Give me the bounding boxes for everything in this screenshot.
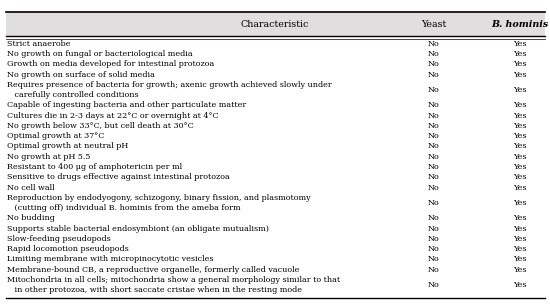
- Text: No: No: [428, 214, 440, 222]
- Text: Yes: Yes: [514, 122, 527, 130]
- Text: Yes: Yes: [514, 50, 527, 58]
- Text: Yes: Yes: [514, 112, 527, 120]
- Text: No: No: [428, 40, 440, 48]
- Text: Yes: Yes: [514, 60, 527, 68]
- Text: No: No: [428, 199, 440, 207]
- Text: No: No: [428, 143, 440, 150]
- Text: No cell wall: No cell wall: [7, 184, 54, 192]
- Text: Membrane-bound CB, a reproductive organelle, formerly called vacuole: Membrane-bound CB, a reproductive organe…: [7, 266, 299, 274]
- Text: No: No: [428, 245, 440, 253]
- Text: No: No: [428, 132, 440, 140]
- Text: Yes: Yes: [514, 199, 527, 207]
- Text: No: No: [428, 71, 440, 79]
- Text: No: No: [428, 255, 440, 263]
- Text: in other protozoa, with short saccate cristae when in the resting mode: in other protozoa, with short saccate cr…: [7, 286, 301, 294]
- Text: Yes: Yes: [514, 40, 527, 48]
- Text: No: No: [428, 86, 440, 94]
- Text: Yes: Yes: [514, 281, 527, 289]
- Text: Yes: Yes: [514, 225, 527, 233]
- Text: Limiting membrane with micropinocytotic vesicles: Limiting membrane with micropinocytotic …: [7, 255, 213, 263]
- Text: Capable of ingesting bacteria and other particulate matter: Capable of ingesting bacteria and other …: [7, 102, 246, 109]
- Text: Yes: Yes: [514, 86, 527, 94]
- Text: No growth below 33°C, but cell death at 30°C: No growth below 33°C, but cell death at …: [7, 122, 194, 130]
- Text: No growth at pH 5.5: No growth at pH 5.5: [7, 153, 90, 161]
- Text: Yes: Yes: [514, 163, 527, 171]
- Text: Supports stable bacterial endosymbiont (an obligate mutualism): Supports stable bacterial endosymbiont (…: [7, 225, 268, 233]
- Text: Strict anaerobe: Strict anaerobe: [7, 40, 70, 48]
- Text: Sensitive to drugs effective against intestinal protozoa: Sensitive to drugs effective against int…: [7, 173, 229, 181]
- Text: Yes: Yes: [514, 245, 527, 253]
- Text: Yes: Yes: [514, 214, 527, 222]
- Text: No: No: [428, 281, 440, 289]
- Text: No growth on fungal or bacteriological media: No growth on fungal or bacteriological m…: [7, 50, 192, 58]
- Text: Yes: Yes: [514, 184, 527, 192]
- Text: Yes: Yes: [514, 235, 527, 243]
- Text: No: No: [428, 122, 440, 130]
- Text: Yes: Yes: [514, 102, 527, 109]
- Text: No growth on surface of solid media: No growth on surface of solid media: [7, 71, 155, 79]
- Text: Slow-feeding pseudopods: Slow-feeding pseudopods: [7, 235, 111, 243]
- Text: Yes: Yes: [514, 143, 527, 150]
- Text: Cultures die in 2-3 days at 22°C or overnight at 4°C: Cultures die in 2-3 days at 22°C or over…: [7, 112, 218, 120]
- Text: No: No: [428, 60, 440, 68]
- Bar: [6, 12, 544, 36]
- Text: No budding: No budding: [7, 214, 54, 222]
- Text: Resistant to 400 μg of amphotericin per ml: Resistant to 400 μg of amphotericin per …: [7, 163, 182, 171]
- Text: Yes: Yes: [514, 153, 527, 161]
- Text: No: No: [428, 50, 440, 58]
- Text: Yes: Yes: [514, 255, 527, 263]
- Text: Yes: Yes: [514, 266, 527, 274]
- Text: Rapid locomotion pseudopods: Rapid locomotion pseudopods: [7, 245, 128, 253]
- Text: No: No: [428, 112, 440, 120]
- Text: Characteristic: Characteristic: [241, 20, 309, 29]
- Text: No: No: [428, 163, 440, 171]
- Text: Yeast: Yeast: [421, 20, 447, 29]
- Text: B. hominis: B. hominis: [492, 20, 549, 29]
- Text: No: No: [428, 184, 440, 192]
- Text: (cutting off) individual B. hominis from the ameba form: (cutting off) individual B. hominis from…: [7, 204, 240, 212]
- Text: No: No: [428, 235, 440, 243]
- Text: Growth on media developed for intestinal protozoa: Growth on media developed for intestinal…: [7, 60, 214, 68]
- Text: Yes: Yes: [514, 173, 527, 181]
- Text: carefully controlled conditions: carefully controlled conditions: [7, 91, 138, 99]
- Text: Requires presence of bacteria for growth; axenic growth achieved slowly under: Requires presence of bacteria for growth…: [7, 81, 331, 89]
- Text: No: No: [428, 102, 440, 109]
- Text: Mitochondria in all cells; mitochondria show a general morphology similar to tha: Mitochondria in all cells; mitochondria …: [7, 276, 340, 284]
- Text: Yes: Yes: [514, 71, 527, 79]
- Text: Optimal growth at neutral pH: Optimal growth at neutral pH: [7, 143, 128, 150]
- Text: No: No: [428, 173, 440, 181]
- Text: Yes: Yes: [514, 132, 527, 140]
- Text: No: No: [428, 153, 440, 161]
- Text: Reproduction by endodyogony, schizogony, binary fission, and plasmotomy: Reproduction by endodyogony, schizogony,…: [7, 194, 310, 202]
- Text: No: No: [428, 266, 440, 274]
- Text: No: No: [428, 225, 440, 233]
- Text: Optimal growth at 37°C: Optimal growth at 37°C: [7, 132, 104, 140]
